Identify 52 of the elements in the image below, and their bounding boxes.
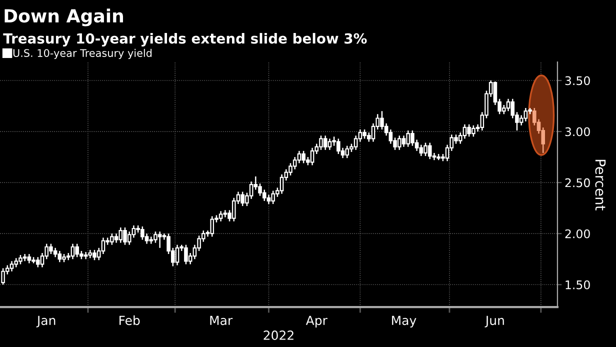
candlestick [114,232,118,244]
candlestick [132,224,136,238]
x-tick-label: Apr [306,316,328,328]
candlestick [462,124,467,140]
x-tick-label: Mar [210,316,233,326]
y-tick-label: 2.00 [565,229,590,238]
candlestick [10,260,14,272]
chart-subtitle: Treasury 10-year yields extend slide below 3% [3,32,367,47]
candlestick [524,107,528,122]
candlestick [310,147,314,166]
chart-title: Down Again [4,8,124,26]
candlestick [144,232,149,244]
legend-label: U.S. 10-year Treasury yield [13,48,152,59]
candlestick [58,250,62,263]
candlestick [175,244,180,266]
candlestick [388,128,393,144]
y-tick-label: 2.50 [565,178,590,188]
candlestick [158,230,162,249]
candlestick [354,134,358,151]
candlestick [118,226,123,244]
candlestick [419,144,424,157]
x-tick-label: Feb [120,315,140,326]
candlestick [280,174,284,194]
candlestick [519,114,524,126]
candlestick [323,134,328,151]
candlestick [36,256,40,268]
x-tick-label: May [392,316,416,328]
candlestick [345,145,350,159]
candlestick [218,210,223,222]
candlestick [506,98,510,112]
candlestick [510,98,515,119]
candlestick [262,189,266,202]
candlestick [14,257,18,268]
x-tick-label: Jan [36,316,56,328]
candlestick [249,180,254,200]
candlestick [266,194,271,205]
y-tick-label: 3.00 [565,127,590,136]
x-tick-label: Jun [484,316,504,328]
candlestick [101,237,106,255]
candlestick [210,216,214,238]
y-tick-label: 3.50 [565,76,590,86]
candlestick [402,134,406,148]
candlestick [70,243,75,260]
candlestick [53,247,58,258]
y-axis-title: Percent [595,160,606,210]
candlestick [297,150,302,164]
candlestick [397,134,402,151]
x-axis-title: 2022 [264,330,294,340]
candlestick [428,142,432,160]
candlestick [27,253,32,264]
candlestick [328,138,332,151]
y-tick-label: 1.50 [566,280,590,290]
